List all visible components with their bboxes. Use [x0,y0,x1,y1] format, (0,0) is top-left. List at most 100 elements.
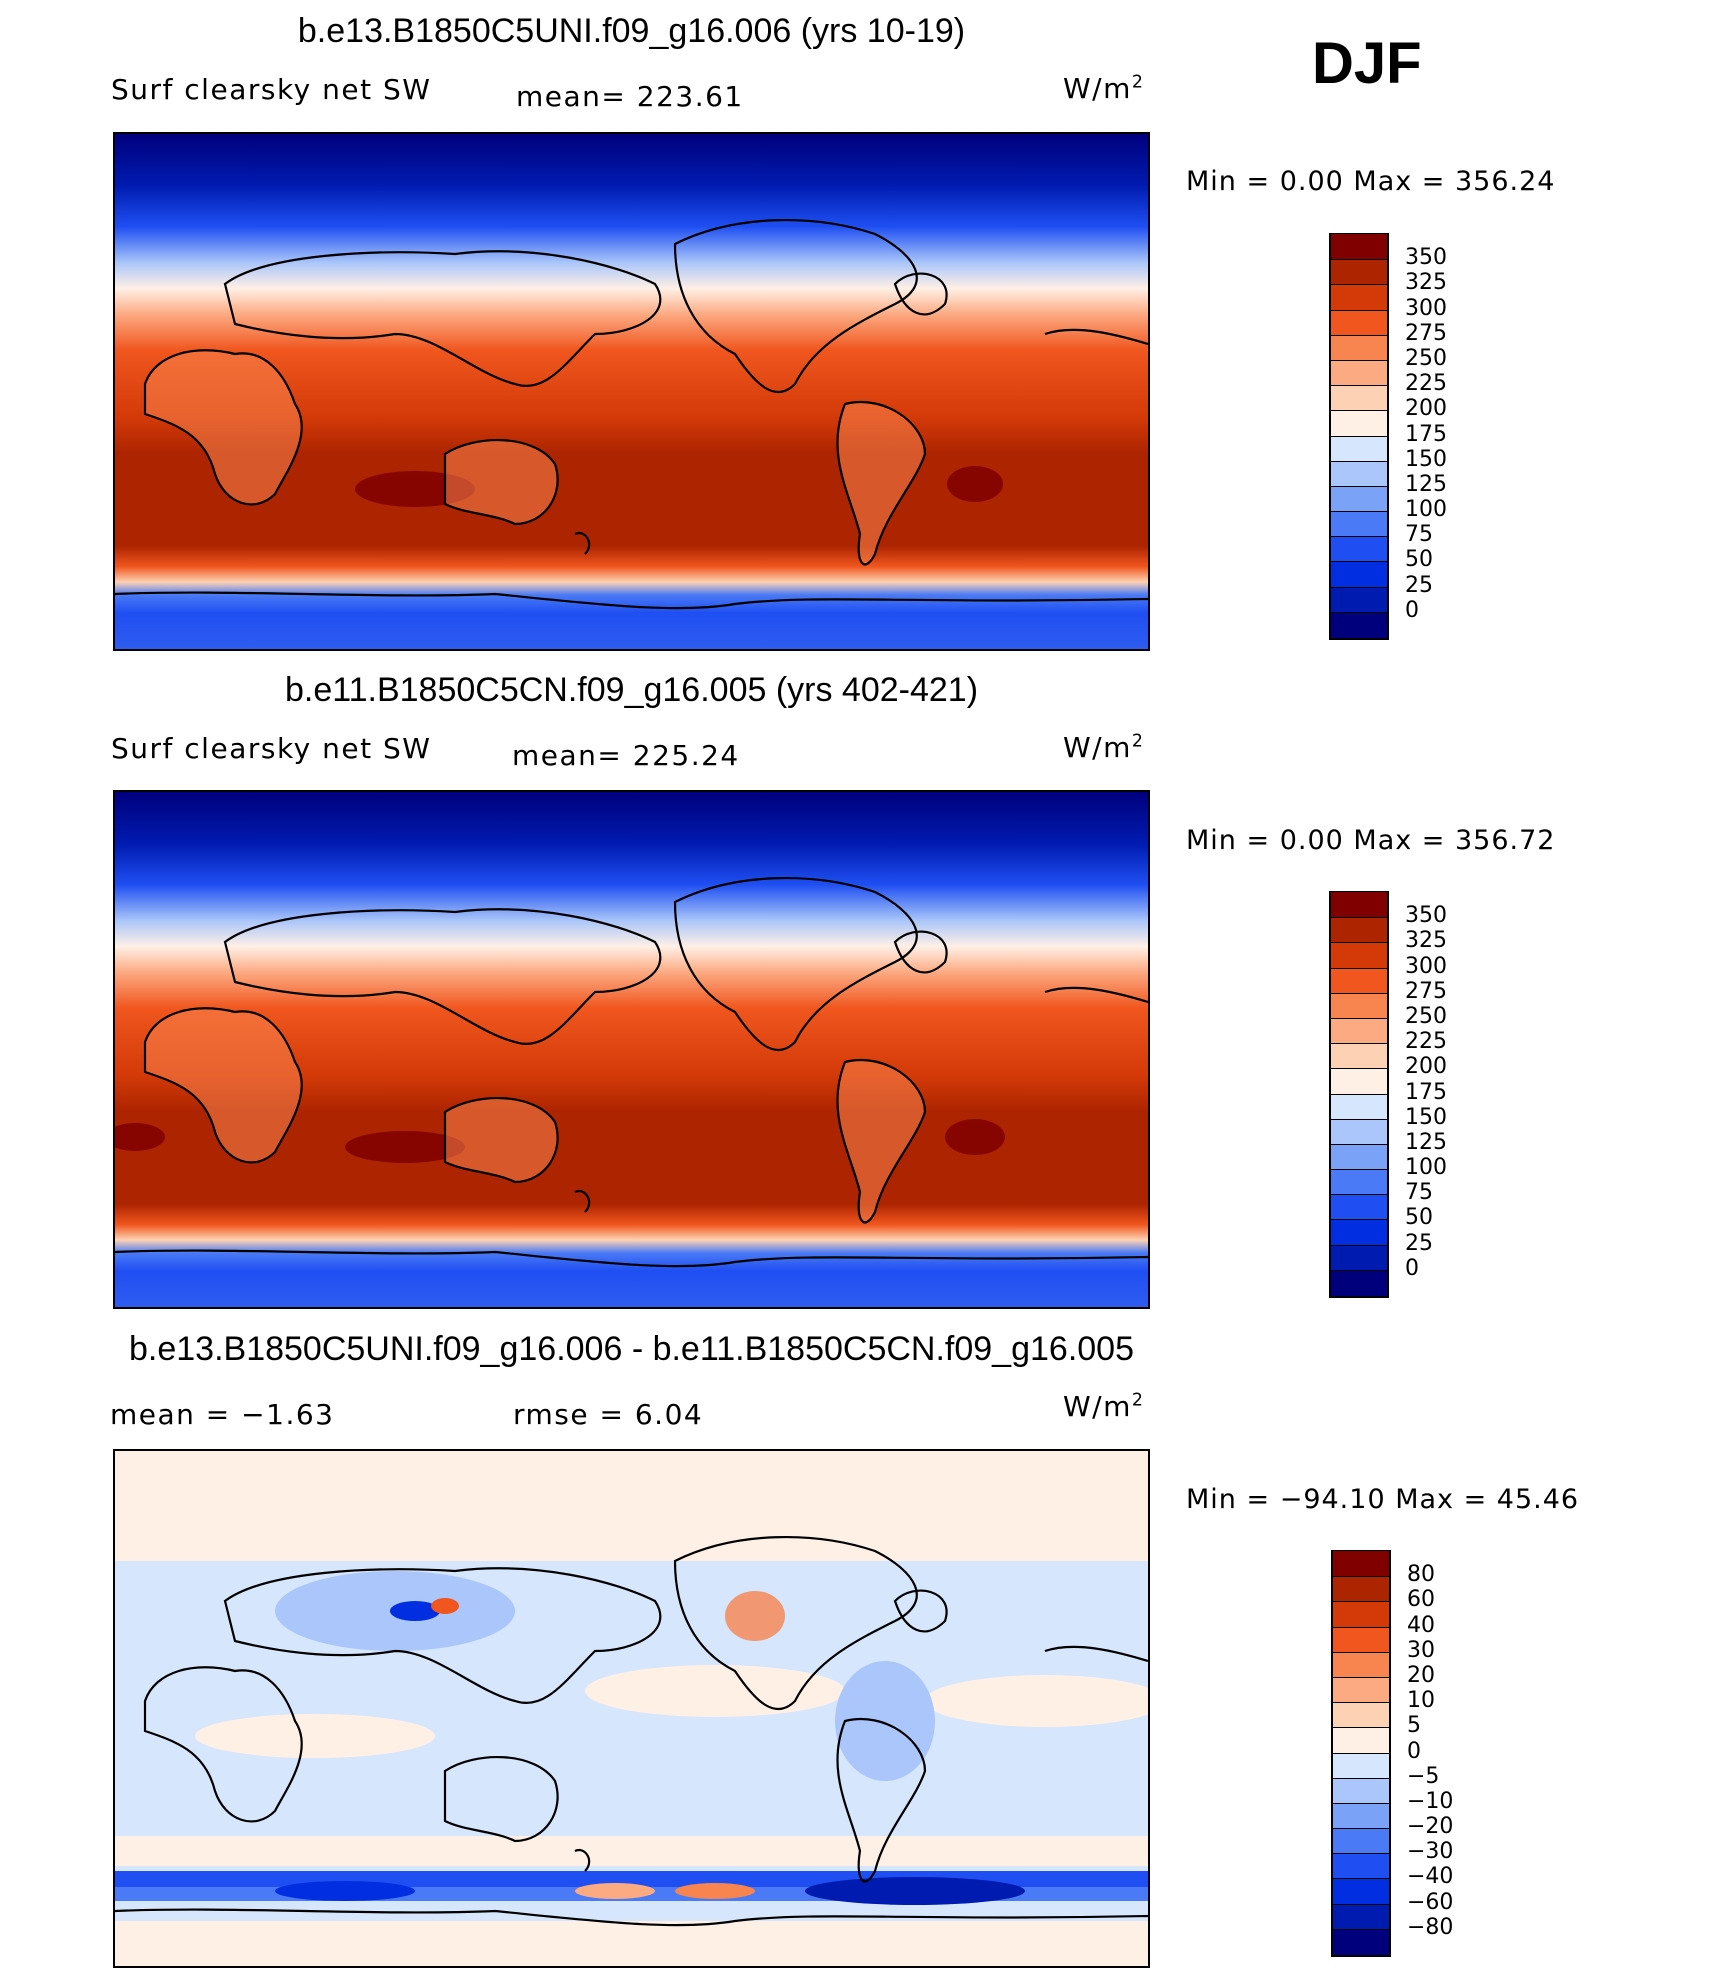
colorbar-tick-label: 150 [1405,1104,1447,1130]
colorbar-swatch [1331,586,1387,613]
colorbar-tick-label: 200 [1405,396,1447,422]
colorbar-tick-label: 225 [1405,371,1447,397]
colorbar-tick-label: 75 [1405,1180,1433,1206]
colorbar-swatch [1331,535,1387,563]
colorbar-tick-label: −30 [1407,1839,1454,1865]
colorbar-tick-label: 100 [1405,1155,1447,1181]
colorbar-swatch [1331,485,1387,513]
colorbar-swatch [1331,1042,1387,1070]
colorbar-swatch [1331,334,1387,361]
colorbar-tick-label: 20 [1407,1662,1435,1688]
panel3-mean: mean = −1.63 [110,1398,335,1431]
colorbar-swatch [1333,1575,1389,1603]
colorbar-tick-label: 275 [1405,978,1447,1004]
panel1-units: W/m2 [1063,72,1145,105]
colorbar-swatch [1331,1193,1387,1221]
colorbar-swatch [1333,1852,1389,1880]
colorbar-tick-label: 150 [1405,446,1447,472]
colorbar-swatch [1333,1676,1389,1704]
colorbar-swatch [1333,1777,1389,1804]
colorbar-tick-label: 300 [1405,953,1447,979]
panel1-title: b.e13.B1850C5UNI.f09_g16.006 (yrs 10-19) [297,12,966,50]
colorbar-tick-label: 5 [1407,1713,1421,1739]
colorbar-tick-label: −40 [1407,1864,1454,1890]
colorbar-tick-label: 200 [1405,1054,1447,1080]
colorbar-tick-label: 30 [1407,1637,1435,1663]
colorbar-tick-label: 225 [1405,1029,1447,1055]
colorbar-tick-label: 75 [1405,522,1433,548]
colorbar-swatch [1331,233,1387,261]
colorbar-swatch [1331,510,1387,538]
colorbar-swatch [1331,435,1387,462]
colorbar-swatch [1333,1802,1389,1830]
colorbar-swatch [1331,1093,1387,1120]
colorbar-tick-label: 325 [1405,928,1447,954]
colorbar-tick-label: 250 [1405,1003,1447,1029]
panel3-map [113,1449,1150,1968]
panel3-title: b.e13.B1850C5UNI.f09_g16.006 - b.e11.B18… [128,1330,1134,1368]
colorbar-swatch [1331,409,1387,437]
colorbar-swatch [1333,1600,1389,1628]
colorbar-swatch [1333,1651,1389,1678]
panel2-units: W/m2 [1063,731,1145,764]
colorbar-swatch [1331,283,1387,311]
colorbar-swatch [1333,1701,1389,1729]
colorbar-tick-label: 25 [1405,572,1433,598]
colorbar-swatch [1331,992,1387,1019]
colorbar-tick-label: 250 [1405,345,1447,371]
panel3-colorbar [1331,1550,1391,1957]
colorbar-tick-label: −60 [1407,1889,1454,1915]
colorbar-swatch [1331,1143,1387,1171]
colorbar-tick-label: 125 [1405,471,1447,497]
colorbar-swatch [1333,1903,1389,1930]
colorbar-tick-label: 325 [1405,270,1447,296]
colorbar-swatch [1331,258,1387,286]
colorbar-tick-label: 25 [1405,1230,1433,1256]
colorbar-swatch [1331,1168,1387,1196]
colorbar-swatch [1331,1244,1387,1271]
colorbar-swatch [1331,612,1387,638]
panel2-map [113,790,1150,1309]
colorbar-swatch [1333,1550,1389,1578]
colorbar-tick-label: 125 [1405,1129,1447,1155]
colorbar-tick-label: 50 [1405,1205,1433,1231]
colorbar-tick-label: 350 [1405,245,1447,271]
colorbar-tick-label: 0 [1405,597,1419,623]
colorbar-swatch [1333,1929,1389,1955]
colorbar-swatch [1331,967,1387,994]
colorbar-swatch [1331,1017,1387,1045]
colorbar-tick-label: 100 [1405,497,1447,523]
panel2-minmax: Min = 0.00 Max = 356.72 [1186,825,1556,856]
colorbar-swatch [1331,359,1387,387]
colorbar-tick-label: 0 [1407,1738,1421,1764]
colorbar-swatch [1333,1626,1389,1653]
colorbar-swatch [1331,941,1387,969]
colorbar-swatch [1333,1726,1389,1754]
colorbar-swatch [1333,1877,1389,1905]
colorbar-tick-label: 80 [1407,1562,1435,1588]
colorbar-swatch [1331,309,1387,336]
colorbar-tick-label: 275 [1405,320,1447,346]
panel1-minmax: Min = 0.00 Max = 356.24 [1186,166,1556,197]
colorbar-swatch [1331,1218,1387,1246]
colorbar-tick-label: 350 [1405,903,1447,929]
colorbar-swatch [1331,891,1387,919]
panel3-minmax: Min = −94.10 Max = 45.46 [1186,1484,1580,1515]
panel1-colorbar [1329,233,1389,640]
colorbar-swatch [1331,560,1387,588]
colorbar-tick-label: −10 [1407,1788,1454,1814]
panel2-title: b.e11.B1850C5CN.f09_g16.005 (yrs 402-421… [284,671,979,709]
panel3-rmse: rmse = 6.04 [513,1398,704,1431]
colorbar-swatch [1331,1270,1387,1296]
colorbar-tick-label: 175 [1405,421,1447,447]
colorbar-tick-label: 40 [1407,1612,1435,1638]
colorbar-tick-label: 0 [1405,1255,1419,1281]
panel3-units: W/m2 [1063,1390,1145,1423]
colorbar-tick-label: 60 [1407,1587,1435,1613]
colorbar-tick-label: −5 [1407,1763,1440,1789]
colorbar-tick-label: 10 [1407,1688,1435,1714]
colorbar-swatch [1331,460,1387,487]
colorbar-swatch [1333,1752,1389,1779]
colorbar-swatch [1331,916,1387,944]
panel2-variable: Surf clearsky net SW [111,732,432,765]
